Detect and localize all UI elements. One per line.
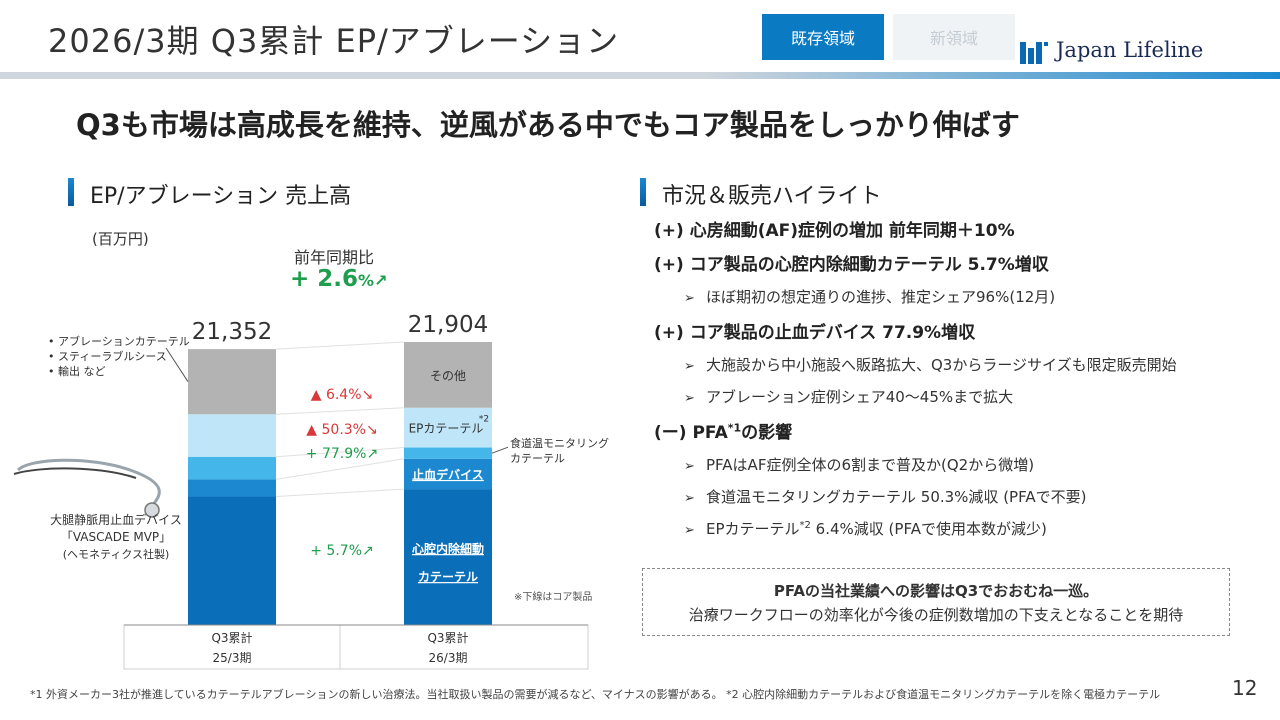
other-segment-notes: アブレーションカテーテル スティーラブルシース 輸出 など: [48, 334, 190, 379]
tab-new-domain[interactable]: 新領域: [893, 14, 1015, 60]
note-item: スティーラブルシース: [48, 349, 190, 364]
yoy-value: + 2.6%↗: [290, 266, 387, 292]
segment-label: その他: [430, 369, 466, 383]
left-section-title: EP/アブレーション 売上高: [90, 184, 352, 209]
vascade-device-illustration: [13, 458, 161, 518]
bar-segment: [404, 489, 492, 625]
category-label: 25/3期: [213, 651, 252, 665]
core-product-note: ※下線はコア製品: [514, 592, 593, 603]
bar-total-label: 21,352: [192, 319, 272, 345]
segment-label: 食道温モニタリング: [510, 436, 609, 450]
connector-line: [275, 447, 405, 458]
highlight-item-af: (+) 心房細動(AF)症例の増加 前年同期＋10%: [654, 221, 1015, 241]
highlight-sub: ➢ ほぼ期初の想定通りの進捗、推定シェア96%(12月): [684, 288, 1056, 306]
device-caption-line2: 「VASCADE MVP」: [60, 530, 172, 544]
leader-line: [491, 446, 509, 454]
bar-segment: [188, 479, 276, 497]
segment-label: 止血デバイス: [412, 467, 484, 482]
headline: Q3も市場は高成長を維持、逆風がある中でもコア製品をしっかり伸ばす: [76, 108, 1020, 142]
bar-total-label: 21,904: [408, 312, 488, 338]
change-label: ▲ 50.3%↘: [306, 422, 377, 438]
segment-label: 心腔内除細動: [412, 541, 484, 556]
category-label: Q3累計: [211, 630, 252, 645]
section-marker: [640, 178, 646, 206]
category-table: [123, 624, 589, 670]
yoy-number: + 2.6: [290, 266, 359, 292]
right-section-title: 市況＆販売ハイライト: [662, 184, 882, 209]
arrow-bullet-icon: ➢: [684, 523, 695, 538]
connector-line: [275, 458, 405, 480]
page-number: 12: [1232, 676, 1258, 700]
highlight-item-hemostasis: (+) コア製品の止血デバイス 77.9%増収: [654, 323, 976, 343]
title-divider: [0, 72, 1280, 79]
bar-segment: [404, 407, 492, 448]
bar-segment: [188, 349, 276, 415]
highlight-item-defib: (+) コア製品の心腔内除細動カテーテル 5.7%増収: [654, 255, 1049, 275]
arrow-bullet-icon: ➢: [684, 459, 695, 474]
change-label: ▲ 6.4%↘: [311, 387, 374, 403]
category-label: 26/3期: [429, 651, 468, 665]
device-caption-line1: 大腿静脈用止血デバイス: [50, 513, 182, 527]
footnote: *1 外資メーカー3社が推進しているカテーテルアブレーションの新しい治療法。当社…: [30, 688, 1161, 701]
change-label: + 77.9%↗: [306, 446, 378, 462]
highlight-item-pfa: (ー) PFA*1の影響: [654, 421, 793, 443]
arrow-bullet-icon: ➢: [684, 491, 695, 506]
segment-label: カテーテル: [510, 452, 565, 465]
device-caption: 大腿静脈用止血デバイス 「VASCADE MVP」 (ヘモネティクス社製): [26, 512, 206, 563]
highlight-sub: ➢ 食道温モニタリングカテーテル 50.3%減収 (PFAで不要): [684, 488, 1087, 506]
highlight-sub: ➢ EPカテーテル*2 6.4%減収 (PFAで使用本数が減少): [684, 520, 1047, 538]
connector-line: [275, 488, 405, 497]
jll-logo-icon: [1020, 36, 1050, 64]
summary-line2: 治療ワークフローの効率化が今後の症例数増加の下支えとなることを期待: [688, 606, 1184, 624]
page-title: 2026/3期 Q3累計 EP/アブレーション: [48, 22, 620, 60]
summary-box: PFAの当社業績への影響はQ3でおおむね一巡。 治療ワークフローの効率化が今後の…: [642, 568, 1230, 636]
yoy-percent: %↗: [358, 271, 388, 290]
bar-segment: [404, 342, 492, 408]
bar-segment: [404, 447, 492, 459]
highlight-sub: ➢ アブレーション症例シェア40～45%まで拡大: [684, 388, 1014, 406]
segment-label-sup: *2: [479, 415, 489, 425]
connector-line: [275, 407, 405, 415]
company-logo: Japan Lifeline: [1020, 36, 1203, 64]
bar-segment: [188, 456, 276, 480]
tab-existing-domain[interactable]: 既存領域: [762, 14, 884, 60]
highlight-sub: ➢ 大施設から中小施設へ販路拡大、Q3からラージサイズも限定販売開始: [684, 356, 1177, 374]
section-marker: [68, 178, 74, 206]
highlight-sub: ➢ PFAはAF症例全体の6割まで普及か(Q2から微増): [684, 456, 1035, 474]
arrow-bullet-icon: ➢: [684, 359, 695, 374]
note-item: アブレーションカテーテル: [48, 334, 190, 349]
summary-line1: PFAの当社業績への影響はQ3でおおむね一巡。: [773, 582, 1099, 600]
connector-line: [275, 341, 405, 350]
bar-segment: [188, 414, 276, 457]
segment-label: EPカテーテル: [409, 422, 484, 436]
yoy-label: 前年同期比: [294, 248, 375, 267]
bar-segment: [404, 458, 492, 490]
category-label: Q3累計: [427, 630, 468, 645]
logo-text: Japan Lifeline: [1056, 38, 1204, 62]
unit-label: (百万円): [92, 230, 149, 248]
bar-segment: [188, 496, 276, 625]
arrow-bullet-icon: ➢: [684, 291, 695, 306]
arrow-bullet-icon: ➢: [684, 391, 695, 406]
note-item: 輸出 など: [48, 364, 190, 379]
segment-label: カテーテル: [418, 570, 478, 584]
change-label: + 5.7%↗: [310, 543, 373, 559]
device-caption-line3: (ヘモネティクス社製): [62, 548, 170, 561]
